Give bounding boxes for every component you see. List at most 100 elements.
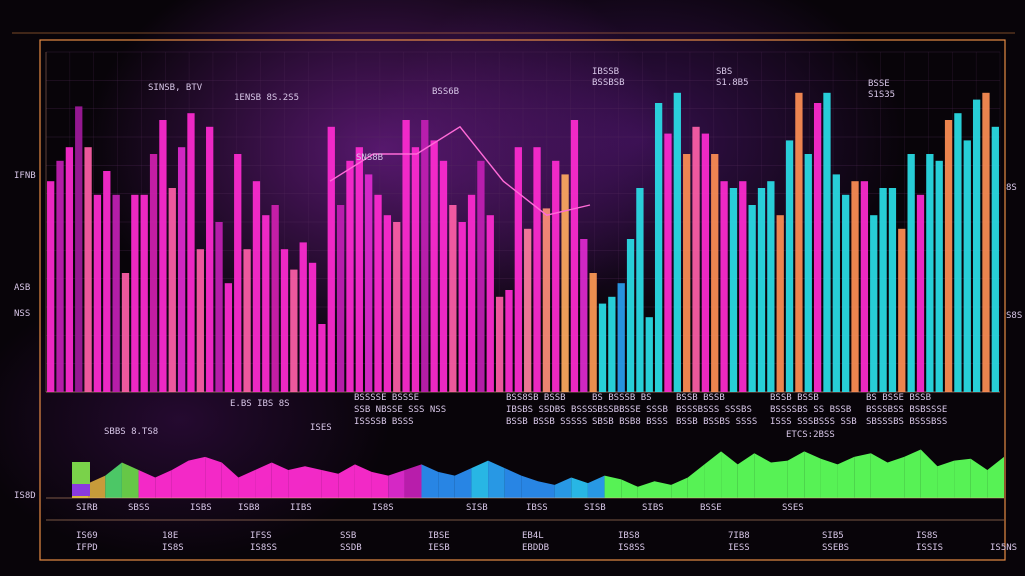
bar — [84, 147, 92, 392]
bar — [430, 140, 438, 392]
bar — [140, 194, 148, 392]
area-segment — [804, 451, 821, 498]
bar — [168, 188, 176, 392]
bar — [421, 120, 429, 392]
bar — [552, 160, 560, 392]
legend-text: BSS8SB BSSB — [506, 393, 566, 403]
bar — [748, 205, 756, 392]
bar — [954, 113, 962, 392]
tick-label: 18E — [162, 531, 178, 541]
area-segment — [238, 470, 256, 498]
legend-text: BSSSSBS SS BSSB — [770, 405, 851, 415]
tick-label: SSEBS — [822, 543, 849, 553]
bar — [654, 103, 663, 392]
bar — [673, 92, 681, 393]
y-axis-label: NSS — [14, 309, 30, 319]
bar — [112, 194, 120, 392]
area-segment — [338, 464, 355, 498]
area-segment — [171, 460, 189, 498]
bar — [533, 147, 541, 392]
bar — [860, 181, 869, 392]
area-segment — [438, 471, 455, 498]
bar — [486, 215, 494, 392]
area-segment — [721, 451, 738, 498]
area-segment — [454, 468, 472, 498]
legend-text: BS BSSSB BS — [592, 393, 652, 403]
bar — [608, 296, 616, 392]
y-axis-label: IS8D — [14, 491, 36, 501]
y-axis-right-label: S8S — [1006, 311, 1022, 321]
legend-text: BSSB BSSB — [676, 393, 725, 403]
tick-label: SBSS — [128, 503, 150, 513]
bar — [177, 147, 186, 392]
bar — [196, 249, 204, 392]
area-segment — [488, 460, 505, 498]
bar — [103, 171, 111, 392]
bar — [935, 160, 943, 392]
tick-label: SISB — [584, 503, 606, 513]
bar — [879, 188, 887, 392]
area-segment — [771, 460, 788, 498]
bar — [842, 194, 850, 392]
bar — [514, 147, 522, 392]
tick-label: BSSE — [700, 503, 722, 513]
bar — [767, 181, 775, 392]
bar — [271, 205, 279, 392]
y-axis-right-label: 8S — [1006, 183, 1017, 193]
bar — [692, 126, 700, 393]
area-segment — [571, 477, 588, 498]
area-segment — [604, 475, 622, 498]
area-segment — [388, 470, 405, 498]
legend-text: SBSB BSB8 BSSS — [592, 417, 668, 427]
y-axis-label: IFNB — [14, 171, 36, 181]
area-segment — [787, 451, 805, 498]
bar — [636, 188, 644, 392]
bar — [262, 215, 270, 392]
legend-text: SBSSBBSSE SSSB — [592, 405, 668, 415]
bar — [449, 205, 457, 392]
annotation: SBS S1.8B5 — [716, 67, 749, 88]
bar — [159, 120, 167, 392]
bar — [374, 194, 382, 392]
bar — [327, 126, 335, 393]
bar — [336, 205, 345, 392]
bar — [683, 154, 691, 392]
annotation: ETCS:2BSS — [786, 430, 835, 440]
area-segment — [305, 466, 322, 498]
bar — [757, 188, 766, 392]
legend-text: BSSB BSSB — [770, 393, 819, 403]
bar — [739, 181, 747, 392]
bar — [243, 249, 251, 392]
area-segment — [221, 462, 239, 498]
tick-label: SSDB — [340, 543, 362, 553]
area-segment — [887, 456, 905, 498]
tick-label: EB4L — [522, 531, 544, 541]
trend-line — [329, 125, 591, 216]
legend-text: SSB NBSSE SSS NSS — [354, 405, 446, 415]
area-segment — [754, 453, 771, 498]
tick-label: IS8S — [372, 503, 394, 513]
bar — [701, 133, 710, 392]
bar — [720, 181, 728, 392]
area-segment — [205, 456, 222, 498]
tick-label: IESB — [428, 543, 450, 553]
bar — [598, 303, 607, 392]
bar — [365, 174, 373, 392]
bar — [206, 126, 214, 393]
area-segment — [504, 468, 522, 498]
area-segment — [121, 462, 139, 498]
area-segment — [654, 481, 672, 498]
legend-text: ISSS SSSBSSS SSB — [770, 417, 857, 427]
bar — [290, 269, 298, 392]
legend-text: BSSSBSSS SSSBS — [676, 405, 752, 415]
area-start-block-2 — [72, 484, 90, 496]
tick-label: SSES — [782, 503, 804, 513]
bar — [299, 242, 307, 392]
bar — [234, 154, 242, 392]
y-axis-label: ASB — [14, 283, 30, 293]
tick-label: SSB — [340, 531, 356, 541]
area-segment — [188, 456, 206, 498]
bar — [804, 154, 812, 392]
